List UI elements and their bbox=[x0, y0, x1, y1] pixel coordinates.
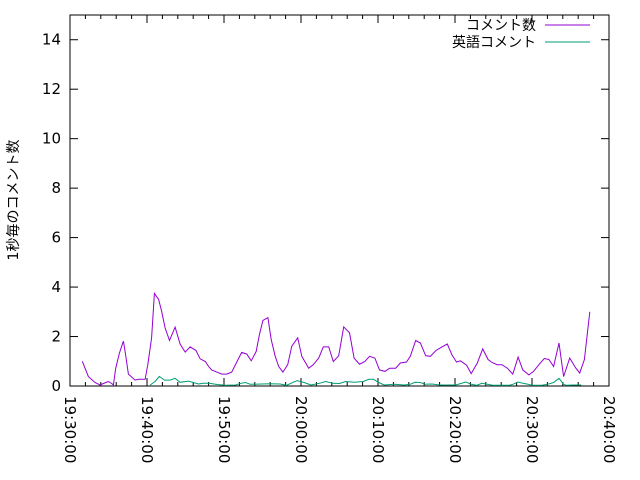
y-tick-label: 2 bbox=[51, 328, 61, 346]
legend-label: 英語コメント bbox=[452, 34, 536, 51]
x-tick-label: 20:20:00 bbox=[446, 396, 464, 463]
x-tick-label: 20:10:00 bbox=[369, 396, 387, 463]
x-tick-label: 20:40:00 bbox=[600, 396, 618, 463]
y-axis-label: 1秒毎のコメント数 bbox=[6, 140, 22, 261]
x-tick-label: 19:30:00 bbox=[61, 396, 79, 463]
axes: 19:30:00 19:40:00 19:50:00 20:00:00 20:10:00… bbox=[42, 14, 618, 463]
y-tick-label: 12 bbox=[42, 80, 61, 98]
y-tick-label: 8 bbox=[51, 179, 61, 197]
x-tick-label: 19:50:00 bbox=[215, 396, 233, 463]
y-tick-label: 0 bbox=[51, 377, 61, 395]
y-tick-label: 4 bbox=[51, 278, 61, 296]
series-line-2 bbox=[149, 375, 582, 386]
plot-border bbox=[69, 14, 610, 387]
legend-label: コメント数 bbox=[466, 18, 536, 34]
x-tick-label: 20:30:00 bbox=[523, 396, 541, 463]
series-line-1 bbox=[81, 292, 591, 386]
x-tick-label: 20:00:00 bbox=[292, 396, 310, 463]
y-tick-label: 14 bbox=[42, 31, 61, 49]
x-tick-label: 19:40:00 bbox=[138, 396, 156, 463]
y-tick-label: 10 bbox=[42, 130, 61, 148]
series-layer bbox=[81, 292, 591, 386]
y-tick-label: 6 bbox=[51, 229, 61, 247]
